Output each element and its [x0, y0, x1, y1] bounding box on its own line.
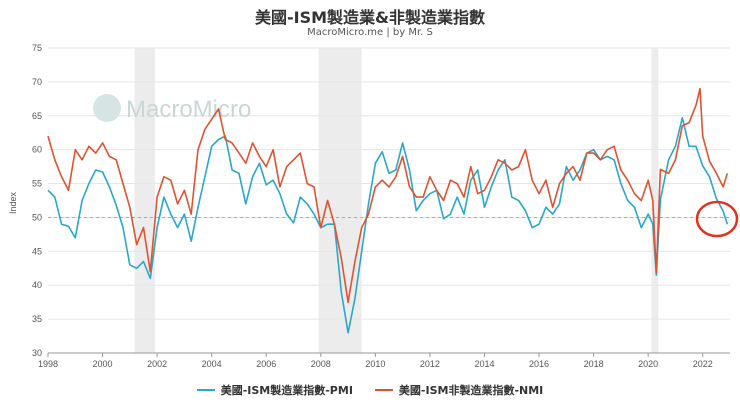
x-tick-label: 2002: [147, 359, 167, 369]
legend-item-nmi[interactable]: 美國-ISM非製造業指數-NMI: [374, 382, 544, 398]
legend-label-pmi: 美國-ISM製造業指數-PMI: [220, 384, 353, 397]
x-tick-label: 2008: [311, 359, 331, 369]
highlight-circle: [695, 200, 739, 238]
watermark-logo-icon: [93, 94, 121, 122]
y-tick-label: 45: [32, 246, 42, 256]
x-axis: 1998 2000 2002 2004 2006 2008 2010 2012 2014 2016…: [38, 352, 730, 369]
series-line-0[interactable]: [47, 117, 729, 334]
y-tick-label: 30: [32, 348, 42, 358]
legend-item-pmi[interactable]: 美國-ISM製造業指數-PMI: [196, 382, 353, 398]
watermark: MacroMicro: [93, 94, 251, 123]
y-tick-label: 60: [32, 145, 42, 155]
x-tick-label: 2010: [365, 359, 385, 369]
y-tick-label: 55: [32, 179, 42, 189]
series-line-1[interactable]: [47, 87, 729, 303]
legend: 美國-ISM製造業指數-PMI 美國-ISM非製造業指數-NMI: [0, 382, 740, 398]
recession-band-0: [134, 48, 155, 353]
y-tick-label: 65: [32, 111, 42, 121]
chart-title: 美國-ISM製造業&非製造業指數: [255, 8, 485, 27]
x-tick-label: 2012: [420, 359, 440, 369]
series-lines: [47, 87, 729, 334]
watermark-text: MacroMicro: [126, 96, 251, 123]
x-tick-label: 2006: [256, 359, 276, 369]
y-tick-label: 40: [32, 280, 42, 290]
legend-swatch-pmi: [196, 389, 215, 391]
x-tick-label: 2020: [638, 359, 658, 369]
chart-subtitle: MacroMicro.me | by Mr. S: [307, 27, 433, 38]
y-tick-label: 75: [32, 43, 42, 53]
y-tick-label: 70: [32, 77, 42, 87]
recession-bands: [134, 48, 659, 353]
x-tick-label: 2018: [584, 359, 604, 369]
x-tick-label: 2022: [693, 359, 713, 369]
recession-band-1: [318, 48, 362, 353]
y-axis: 30 35 40 45 50 55 60 65 70 75: [32, 43, 42, 358]
x-tick-label: 1998: [38, 359, 58, 369]
legend-label-nmi: 美國-ISM非製造業指數-NMI: [398, 384, 544, 397]
x-tick-label: 2014: [474, 359, 494, 369]
x-tick-label: 2016: [529, 359, 549, 369]
y-tick-label: 50: [32, 212, 42, 222]
legend-swatch-nmi: [374, 389, 393, 391]
y-axis-label: Index: [8, 191, 18, 214]
x-tick-label: 2004: [202, 359, 222, 369]
x-tick-label: 2000: [93, 359, 113, 369]
recession-band-2: [651, 48, 659, 353]
y-tick-label: 35: [32, 314, 42, 324]
